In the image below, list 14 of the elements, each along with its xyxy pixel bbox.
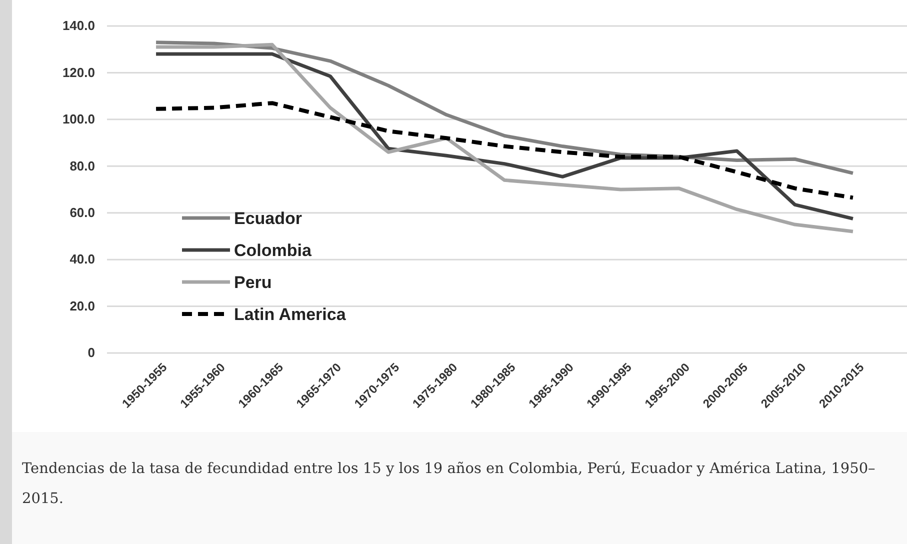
legend-label: Ecuador bbox=[234, 208, 302, 228]
legend-label: Latin America bbox=[234, 304, 346, 324]
y-tick-label: 80.0 bbox=[70, 158, 95, 174]
y-tick-label: 40.0 bbox=[70, 252, 95, 267]
y-tick-label: 140.0 bbox=[62, 18, 95, 34]
y-tick-label: 20.0 bbox=[70, 298, 95, 314]
y-tick-label: 60.0 bbox=[70, 205, 95, 220]
y-tick-label: 120.0 bbox=[62, 64, 95, 80]
text: Tendencias de la tasa de fecundidad entre los 15 y los 19 años en Colombia, Perú, Ecuador y América Latina, 1950–2015. bbox=[22, 460, 876, 509]
legend-label: Peru bbox=[234, 272, 272, 292]
line-series bbox=[154, 101, 855, 200]
y-tick-label: 100.0 bbox=[62, 112, 95, 127]
y-tick-label: 0 bbox=[88, 345, 95, 360]
legend-label: Colombia bbox=[234, 240, 312, 260]
